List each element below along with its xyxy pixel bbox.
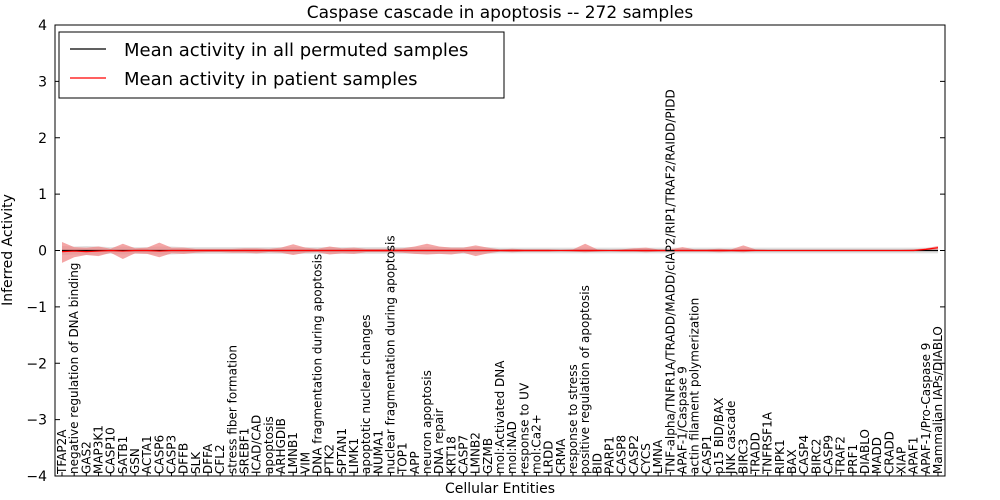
x-tick-label: SREBF1: [238, 428, 252, 474]
x-tick-label: TFAP2A: [55, 429, 69, 475]
x-tick-label: mol:NAD: [505, 421, 519, 474]
x-tick-label: nuclear fragmentation during apoptosis: [384, 235, 398, 474]
y-axis: −4 −3 −2 −1 0 1 2 3 4: [26, 18, 945, 485]
x-tick-label: ICAD/CAD: [250, 415, 264, 474]
x-tick-label: apoptosis: [262, 416, 276, 474]
y-tick-label: 2: [38, 131, 47, 147]
y-tick-label: −2: [26, 356, 47, 372]
x-tick-label: BIRC2: [809, 438, 823, 474]
x-tick-label: negative regulation of DNA binding: [67, 263, 81, 474]
plot-area: [61, 242, 939, 263]
x-tick-label: LRDD: [542, 440, 556, 474]
x-tick-label: XIAP: [895, 447, 909, 474]
x-tick-label: stress fiber formation: [225, 345, 239, 474]
x-tick-label: response to stress: [566, 364, 580, 474]
x-tick-label: TNFRSF1A: [761, 411, 775, 475]
x-tick-label: NUMA1: [371, 430, 385, 474]
x-tick-label: LMNB1: [286, 432, 300, 474]
x-tick-label: TOP1: [396, 442, 410, 475]
x-tick-label: SLK: [189, 451, 203, 474]
y-tick-label: 0: [38, 244, 47, 260]
y-tick-label: −3: [26, 413, 47, 429]
x-tick-label: mol:Activated DNA: [493, 360, 507, 474]
x-tick-label: apoptotic nuclear changes: [359, 315, 373, 474]
x-tick-label: neuron apoptosis: [420, 370, 434, 474]
x-tick-label: SATB1: [116, 436, 130, 474]
x-tick-label: BID: [590, 453, 604, 474]
x-tick-label: CASP1: [700, 435, 714, 474]
y-axis-label: Inferred Activity: [0, 194, 16, 306]
x-tick-label: CRMA: [554, 438, 568, 474]
x-tick-label: CRADD: [882, 431, 896, 474]
x-tick-label: APAF-1/Pro-Caspase 9: [919, 343, 933, 474]
x-tick-label: CASP6: [152, 435, 166, 474]
x-tick-label: TNF-alpha/TNFR1A/TRADD/MADD/cIAP2/RIP1/T…: [663, 89, 677, 475]
x-tick-label: CASP2: [627, 435, 641, 474]
x-tick-label: PARP1: [603, 436, 617, 474]
x-axis-label: Cellular Entities: [445, 481, 555, 497]
x-tick-label: CFL2: [213, 444, 227, 474]
legend-box: [58, 31, 505, 99]
y-tick-label: 4: [38, 18, 47, 34]
x-tick-label: RIPK1: [773, 439, 787, 474]
x-tick-label: ARHGDIB: [274, 418, 288, 474]
x-tick-label: PRF1: [846, 444, 860, 474]
x-tick-label: GZMB: [481, 438, 495, 474]
x-tick-label: PTK2: [323, 444, 337, 474]
legend-label-permuted: Mean activity in all permuted samples: [124, 40, 468, 61]
x-tick-label: APP: [408, 451, 422, 474]
x-tick-label: positive regulation of apoptosis: [578, 285, 592, 474]
x-tick-label: MADD: [870, 437, 884, 474]
x-tick-label: TRAF2: [834, 436, 848, 475]
y-tick-label: −4: [26, 469, 47, 485]
patient-band: [62, 242, 938, 263]
x-tick-label: Mammalian IAPs/DIABLO: [931, 326, 945, 474]
x-tick-label: CYCS: [639, 443, 653, 474]
x-tick-label: CASP3: [165, 435, 179, 474]
x-tick-label: DFFA: [201, 443, 215, 474]
y-tick-label: −1: [26, 300, 47, 316]
legend-label-patient: Mean activity in patient samples: [124, 69, 418, 90]
x-tick-label: MAP3K1: [92, 425, 106, 474]
x-tick-label: actin filament polymerization: [688, 298, 702, 474]
x-tick-label: BAX: [785, 449, 799, 474]
x-tick-label: LMNB2: [469, 432, 483, 474]
x-tick-label: VIM: [298, 452, 312, 474]
y-tick-label: 1: [38, 187, 47, 203]
chart-title: Caspase cascade in apoptosis -- 272 samp…: [307, 3, 694, 23]
x-tick-label: JNK cascade: [724, 401, 738, 475]
x-tick-label: APAF1: [907, 437, 921, 474]
x-tick-label: CASP7: [457, 435, 471, 474]
y-tick-label: 3: [38, 74, 47, 90]
x-tick-label: TRADD: [749, 432, 763, 475]
x-tick-label: BIRC3: [736, 438, 750, 474]
x-tick-label: p15 BID/BAX: [712, 398, 726, 474]
x-tick-label: CASP10: [104, 427, 118, 474]
x-tick-label: CASP8: [615, 435, 629, 474]
x-tick-label: SPTAN1: [335, 428, 349, 474]
x-tick-label: DFFB: [177, 443, 191, 474]
patient-series-line: [61, 247, 939, 253]
x-tick-label: LIMK1: [347, 438, 361, 474]
x-tick-label: CASP9: [822, 435, 836, 474]
x-tick-label: DNA fragmentation during apoptosis: [311, 254, 325, 474]
x-tick-label: DIABLO: [858, 429, 872, 474]
x-tick-label: KRT18: [444, 436, 458, 474]
x-tick-label: GSN: [128, 448, 142, 474]
x-tick-label: ACTA1: [140, 435, 154, 474]
x-tick-label: DNA repair: [432, 408, 446, 474]
x-tick-label: response to UV: [517, 382, 531, 474]
x-tick-label: APAF-1/Caspase 9: [676, 366, 690, 474]
x-tick-label: mol:Ca2+: [530, 414, 544, 474]
legend: Mean activity in all permuted samples Me…: [58, 31, 505, 99]
x-tick-label: GAS2: [79, 441, 93, 474]
x-tick-label: CASP4: [797, 435, 811, 474]
x-tick-label: LMNA: [651, 439, 665, 474]
